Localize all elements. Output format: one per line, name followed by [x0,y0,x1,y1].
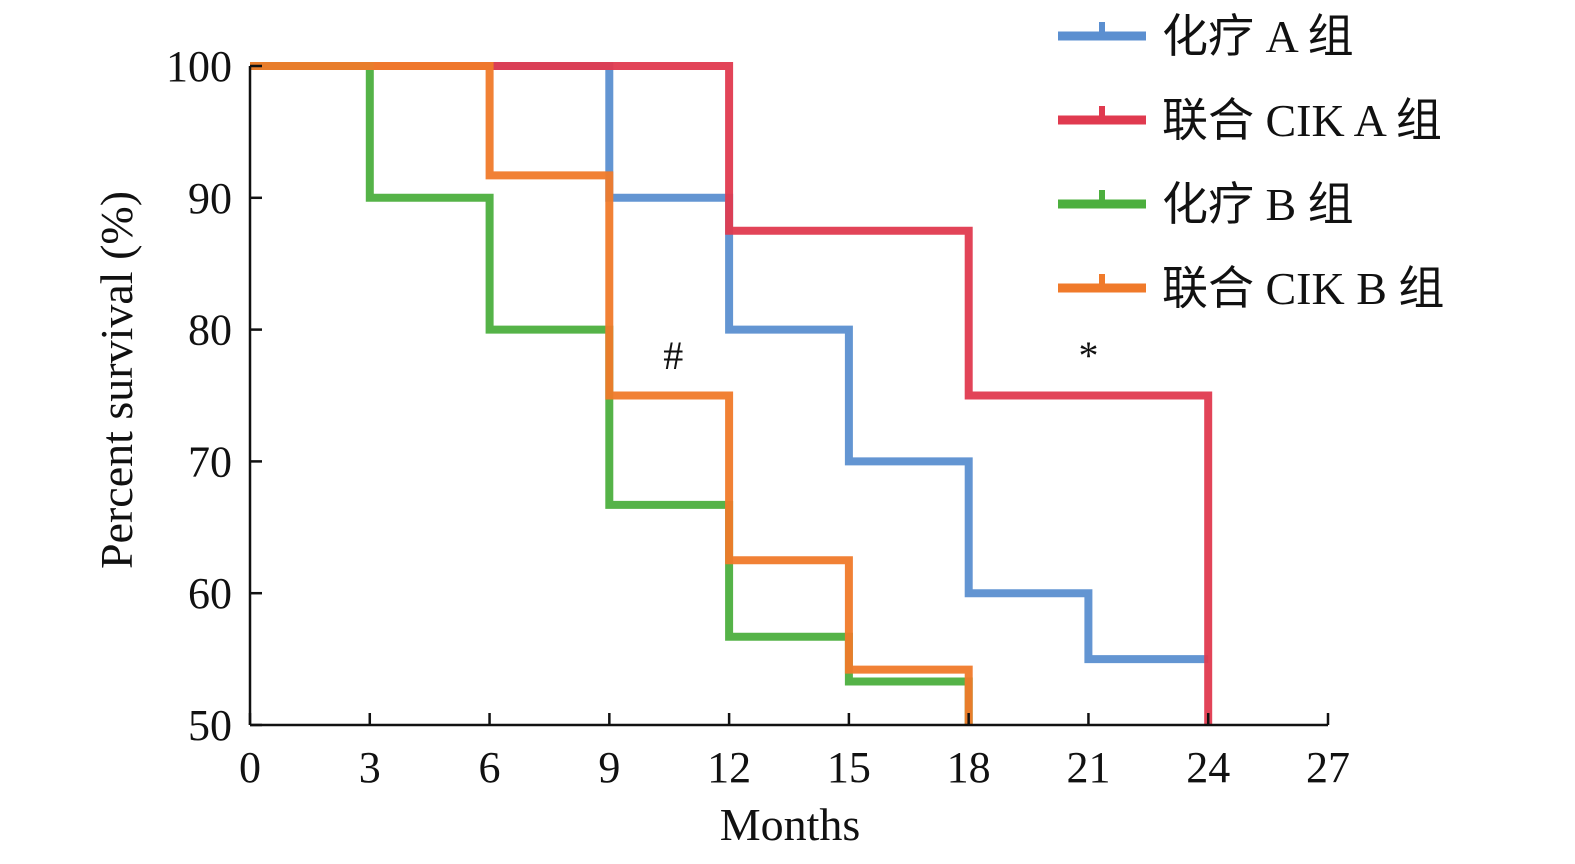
x-tick-label: 18 [947,743,991,792]
legend: 化疗 A 组联合 CIK A 组化疗 B 组联合 CIK B 组 [1058,11,1444,314]
x-tick-label: 15 [827,743,871,792]
x-tick-label: 3 [359,743,381,792]
y-tick-label: 50 [188,701,232,750]
legend-label: 联合 CIK A 组 [1162,95,1442,146]
x-ticks: 0 3 6 9 12 15 18 21 24 27 [239,713,1350,792]
plot-series [250,62,1213,725]
legend-label: 联合 CIK B 组 [1162,263,1444,314]
y-ticks: 50 60 70 80 90 100 [166,42,262,750]
x-tick-label: 24 [1186,743,1230,792]
series-line-3 [250,62,973,725]
legend-label: 化疗 A 组 [1162,11,1354,62]
x-axis-title: Months [720,799,861,850]
x-tick-label: 9 [598,743,620,792]
annotation-label: * [1078,333,1098,378]
y-tick-label: 80 [188,306,232,355]
annotations: # * [663,333,1098,378]
x-tick-label: 21 [1066,743,1110,792]
y-tick-label: 100 [166,42,232,91]
x-tick-label: 27 [1306,743,1350,792]
y-tick-label: 60 [188,569,232,618]
axes [248,66,1328,727]
legend-label: 化疗 B 组 [1162,179,1354,230]
series-line-2 [250,62,1213,725]
x-tick-label: 12 [707,743,751,792]
y-tick-label: 70 [188,437,232,486]
x-tick-label: 6 [479,743,501,792]
annotation-label: # [663,333,683,378]
y-tick-label: 90 [188,174,232,223]
x-tick-label: 0 [239,743,261,792]
y-axis-title: Percent survival (%) [91,191,142,569]
series-line-4 [250,62,973,725]
